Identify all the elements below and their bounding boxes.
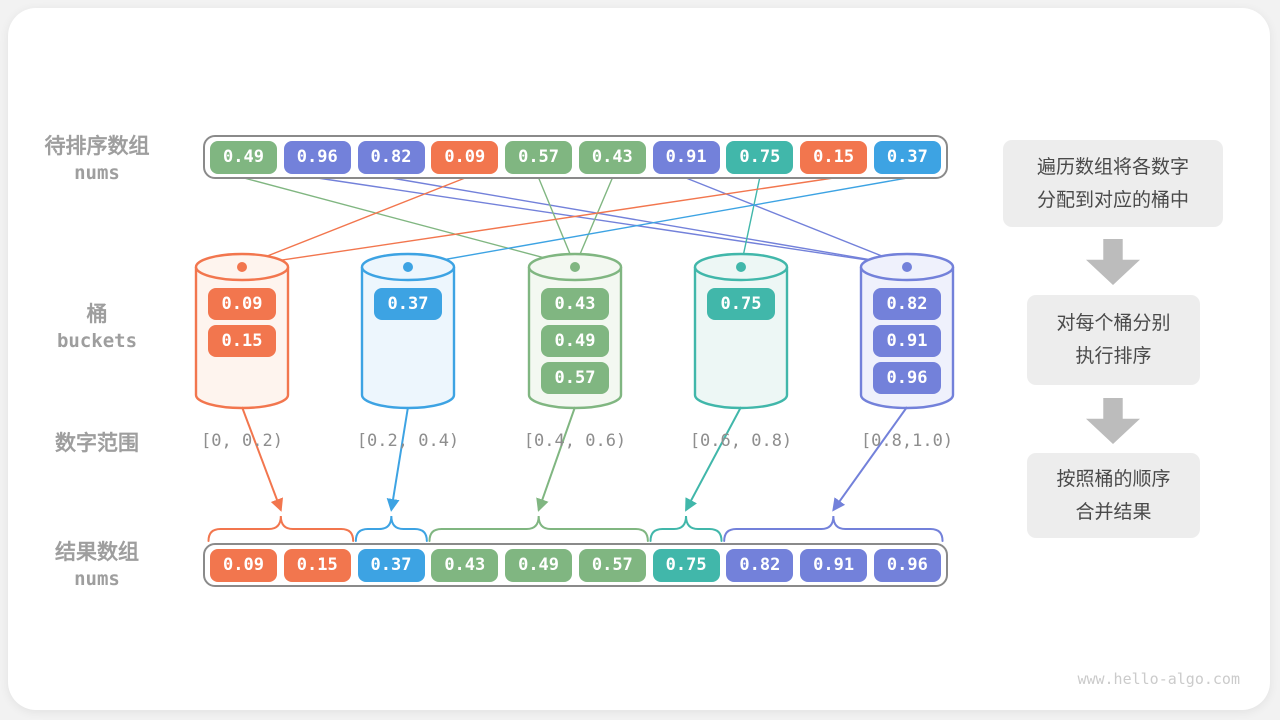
merge-arrow [685,406,742,512]
source-array-label-zh: 待排序数组 [44,135,150,158]
merge-arrow [832,406,908,512]
assign-line [538,177,576,267]
bucket-range-label: [0.4, 0.6) [523,431,627,451]
result-cell: 0.37 [357,548,425,582]
bucket-range-label: [0.2, 0.4) [356,431,460,451]
source-cell: 0.43 [578,140,646,174]
step-text: 按照桶的顺序 [1056,468,1171,490]
step-text: 合并结果 [1075,501,1152,523]
source-cell: 0.15 [800,140,868,174]
source-cell: 0.49 [210,140,277,174]
bucket-value-chip: 0.09 [208,288,276,320]
result-cell: 0.96 [873,548,941,582]
step-text: 分配到对应的桶中 [1036,189,1189,211]
bucket-range-label: [0.8,1.0) [860,431,954,451]
result-cell: 0.91 [800,548,868,582]
group-brace [649,515,723,542]
merge-arrow [241,406,284,512]
group-brace [207,515,355,542]
result-cell: 0.75 [652,548,720,582]
bucket-value-chip: 0.49 [541,325,609,357]
result-array-label-zh: 结果数组 [55,541,139,564]
assign-line [407,177,908,267]
watermark: www.hello-algo.com [1077,670,1240,688]
bucket-value-chip: 0.96 [873,362,941,394]
bucket-range-label: [0.6, 0.8) [689,431,793,451]
source-array: 0.49 0.96 0.82 0.09 0.57 0.43 0.91 0.75 0.15 0.37 [203,135,948,179]
merge-arrow [536,406,576,512]
bucket-value-chip: 0.75 [707,288,775,320]
step-box-merge: 按照桶的顺序 合并结果 [1027,453,1200,538]
bucket-value-chip: 0.37 [374,288,442,320]
result-cell: 0.09 [210,548,277,582]
assign-line [574,177,613,267]
result-cell: 0.57 [578,548,646,582]
bucket-range-label: [0, 0.2) [201,431,283,451]
source-cell: 0.37 [873,140,941,174]
result-cell: 0.82 [726,548,794,582]
bucket-inlet-dot [403,262,413,272]
result-cell: 0.43 [431,548,499,582]
group-brace [723,515,944,542]
assign-line [241,177,834,267]
result-cell: 0.49 [505,548,573,582]
assign-line [241,177,466,267]
source-cell: 0.57 [505,140,573,174]
assign-line [685,177,908,267]
buckets-label: 桶 buckets [17,301,177,354]
range-row-label-zh: 数字范围 [55,432,139,455]
source-cell: 0.09 [431,140,499,174]
source-array-label-code: nums [74,162,120,185]
assign-line [243,177,576,267]
range-row-label: 数字范围 [17,430,177,458]
result-cell: 0.15 [283,548,351,582]
result-array-label-code: nums [74,568,120,591]
bucket-inlet-dot [237,262,247,272]
step-text: 遍历数组将各数字 [1036,156,1189,178]
assign-line [740,177,761,267]
bucket-value-chip: 0.91 [873,325,941,357]
source-cell: 0.75 [726,140,794,174]
source-array-label: 待排序数组 nums [17,133,177,186]
bucket-value-chip: 0.57 [541,362,609,394]
group-brace [428,515,649,542]
step-box-sort: 对每个桶分别 执行排序 [1027,295,1200,385]
bucket-value-chip: 0.43 [541,288,609,320]
result-array-label: 结果数组 nums [17,539,177,592]
bucket-inlet-dot [570,262,580,272]
bucket-value-chip: 0.15 [208,325,276,357]
bucket-inlet-dot [736,262,746,272]
group-brace [354,515,428,542]
source-cell: 0.96 [283,140,351,174]
step-text: 对每个桶分别 [1056,313,1171,334]
step-box-distribute: 遍历数组将各数字 分配到对应的桶中 [1003,140,1223,227]
result-array: 0.09 0.15 0.37 0.43 0.49 0.57 0.75 0.82 0.91 0.96 [203,543,948,587]
assign-line [317,177,908,267]
merge-arrow [386,406,409,512]
assign-line [391,177,908,267]
buckets-label-zh: 桶 [86,303,108,326]
bucket-value-chip: 0.82 [873,288,941,320]
bucket-inlet-dot [902,262,912,272]
step-text: 执行排序 [1075,346,1152,367]
source-cell: 0.82 [357,140,425,174]
source-cell: 0.91 [652,140,720,174]
buckets-label-code: buckets [56,330,138,353]
